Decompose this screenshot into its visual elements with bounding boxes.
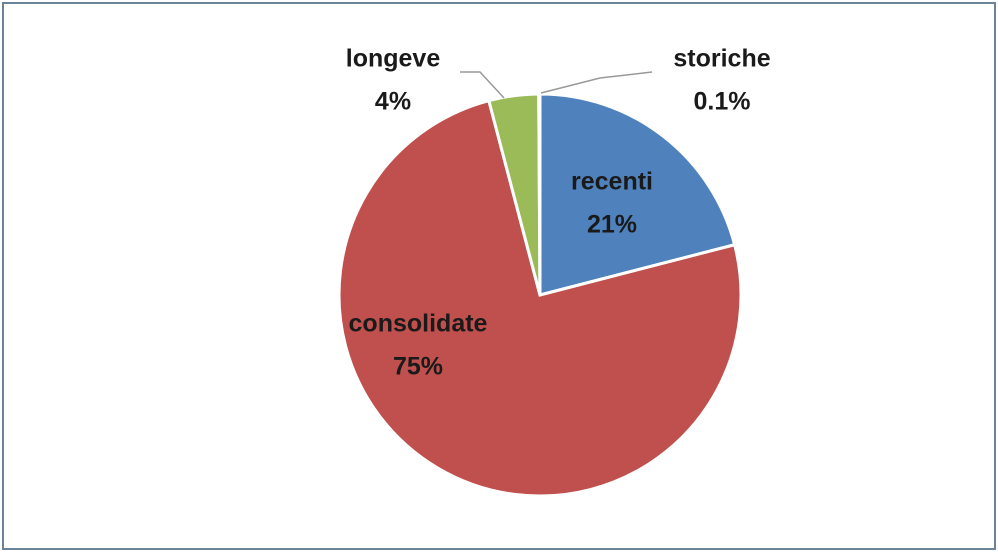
value-label: 21% <box>587 211 637 239</box>
value-label: 4% <box>375 88 411 116</box>
slice-label: longeve <box>346 45 441 73</box>
slice-label: recenti <box>571 168 653 196</box>
slice-label: consolidate <box>349 310 488 338</box>
pie-slice <box>337 98 743 498</box>
slice-label: storiche <box>673 45 770 73</box>
leader-line <box>540 71 653 94</box>
value-label: 0.1% <box>694 88 751 116</box>
value-label: 75% <box>393 353 443 381</box>
pie <box>337 92 743 498</box>
pie-slice <box>537 92 542 296</box>
leader-line <box>460 71 505 99</box>
pie-slice <box>538 92 737 297</box>
